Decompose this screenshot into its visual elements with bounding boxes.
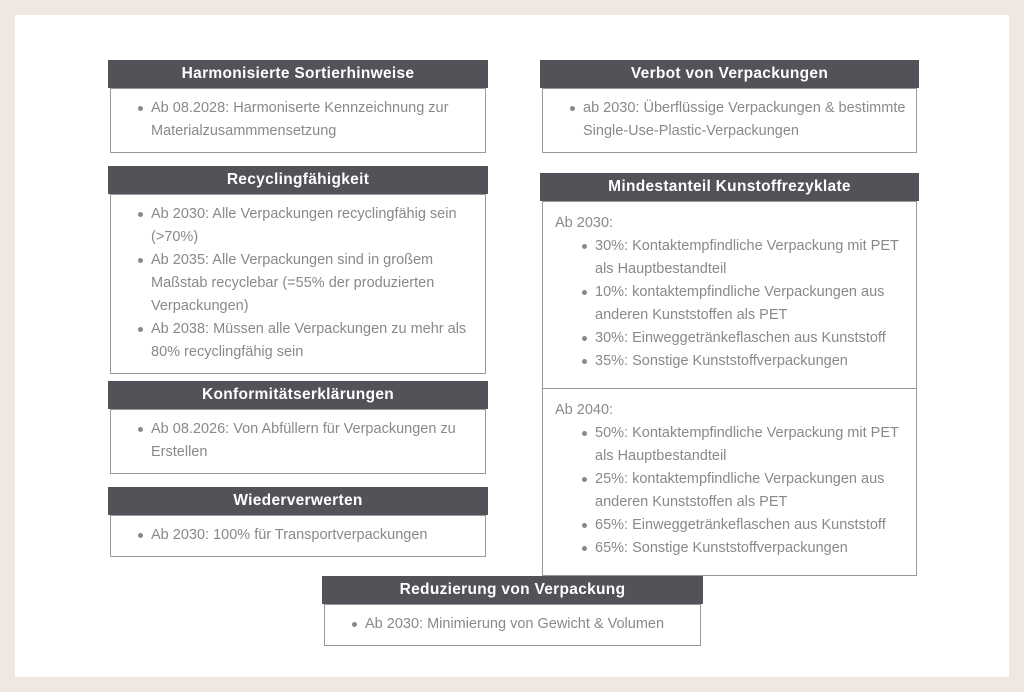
bullet-item: 30%: Kontaktempfindliche Verpackung mit … [582, 235, 906, 281]
bullet-item: 25%: kontaktempfindliche Verpackungen au… [582, 468, 906, 514]
panel-harmonisierte-sortierhinweise: Harmonisierte Sortierhinweise Ab 08.2028… [108, 60, 488, 153]
bullet-list: Ab 08.2026: Von Abfüllern für Verpackung… [119, 418, 475, 464]
panel-body: Ab 2030: 100% für Transportverpackungen [110, 515, 486, 557]
bullet-item: 65%: Einweggetränkeflaschen aus Kunststo… [582, 514, 906, 537]
bullet-item: Ab 2030: Minimierung von Gewicht & Volum… [352, 613, 690, 636]
bullet-item: 30%: Einweggetränkeflaschen aus Kunststo… [582, 327, 906, 350]
bullet-item: Ab 08.2028: Harmoniserte Kennzeichnung z… [138, 97, 475, 143]
section: Ab 2030: 30%: Kontaktempfindliche Verpac… [551, 210, 906, 379]
bullet-list: Ab 2030: 100% für Transportverpackungen [119, 524, 475, 547]
white-canvas: Harmonisierte Sortierhinweise Ab 08.2028… [15, 15, 1009, 677]
bullet-list: Ab 2030: Minimierung von Gewicht & Volum… [333, 613, 690, 636]
panel-recyclingfaehigkeit: Recyclingfähigkeit Ab 2030: Alle Verpack… [108, 166, 488, 374]
panel-verbot-von-verpackungen: Verbot von Verpackungen ab 2030: Überflü… [540, 60, 919, 153]
bullet-item: 35%: Sonstige Kunststoffverpackungen [582, 350, 906, 373]
panel-body: Ab 08.2028: Harmoniserte Kennzeichnung z… [110, 88, 486, 153]
bullet-item: Ab 08.2026: Von Abfüllern für Verpackung… [138, 418, 475, 464]
section: Ab 2040: 50%: Kontaktempfindliche Verpac… [551, 397, 906, 566]
bullet-list: 30%: Kontaktempfindliche Verpackung mit … [551, 235, 906, 373]
bullet-item: 65%: Sonstige Kunststoffverpackungen [582, 537, 906, 560]
bullet-list: Ab 08.2028: Harmoniserte Kennzeichnung z… [119, 97, 475, 143]
panel-section-2040: Ab 2040: 50%: Kontaktempfindliche Verpac… [542, 388, 917, 576]
bullet-item: Ab 2030: Alle Verpackungen recyclingfähi… [138, 203, 475, 249]
panel-body: Ab 2030: Minimierung von Gewicht & Volum… [324, 604, 701, 646]
panel-title: Konformitätserklärungen [108, 381, 488, 409]
panel-title: Wiederverwerten [108, 487, 488, 515]
panel-mindestanteil-kunstoffrezyklate: Mindestanteil Kunstoffrezyklate Ab 2030:… [540, 173, 919, 576]
bullet-item: 50%: Kontaktempfindliche Verpackung mit … [582, 422, 906, 468]
panel-body: Ab 08.2026: Von Abfüllern für Verpackung… [110, 409, 486, 474]
bullet-list: ab 2030: Überflüssige Verpackungen & bes… [551, 97, 906, 143]
section-label: Ab 2030: [555, 215, 614, 231]
bullet-item: Ab 2035: Alle Verpackungen sind in große… [138, 249, 475, 318]
bullet-item: Ab 2038: Müssen alle Verpackungen zu meh… [138, 318, 475, 364]
bullet-list: Ab 2030: Alle Verpackungen recyclingfähi… [119, 203, 475, 364]
panel-title: Harmonisierte Sortierhinweise [108, 60, 488, 88]
panel-title: Reduzierung von Verpackung [322, 576, 703, 604]
panel-section-2030: Ab 2030: 30%: Kontaktempfindliche Verpac… [542, 201, 917, 388]
panel-body: Ab 2030: Alle Verpackungen recyclingfähi… [110, 194, 486, 374]
section-label: Ab 2040: [555, 402, 614, 418]
bullet-item: Ab 2030: 100% für Transportverpackungen [138, 524, 475, 547]
panel-body: ab 2030: Überflüssige Verpackungen & bes… [542, 88, 917, 153]
bullet-item: ab 2030: Überflüssige Verpackungen & bes… [570, 97, 906, 143]
panel-konformitaetserklaerungen: Konformitätserklärungen Ab 08.2026: Von … [108, 381, 488, 474]
bullet-item: 10%: kontaktempfindliche Verpackungen au… [582, 281, 906, 327]
panel-title: Verbot von Verpackungen [540, 60, 919, 88]
bullet-list: 50%: Kontaktempfindliche Verpackung mit … [551, 422, 906, 560]
panel-reduzierung-von-verpackung: Reduzierung von Verpackung Ab 2030: Mini… [322, 576, 703, 646]
panel-title: Recyclingfähigkeit [108, 166, 488, 194]
panel-title: Mindestanteil Kunstoffrezyklate [540, 173, 919, 201]
panel-wiederverwerten: Wiederverwerten Ab 2030: 100% für Transp… [108, 487, 488, 557]
